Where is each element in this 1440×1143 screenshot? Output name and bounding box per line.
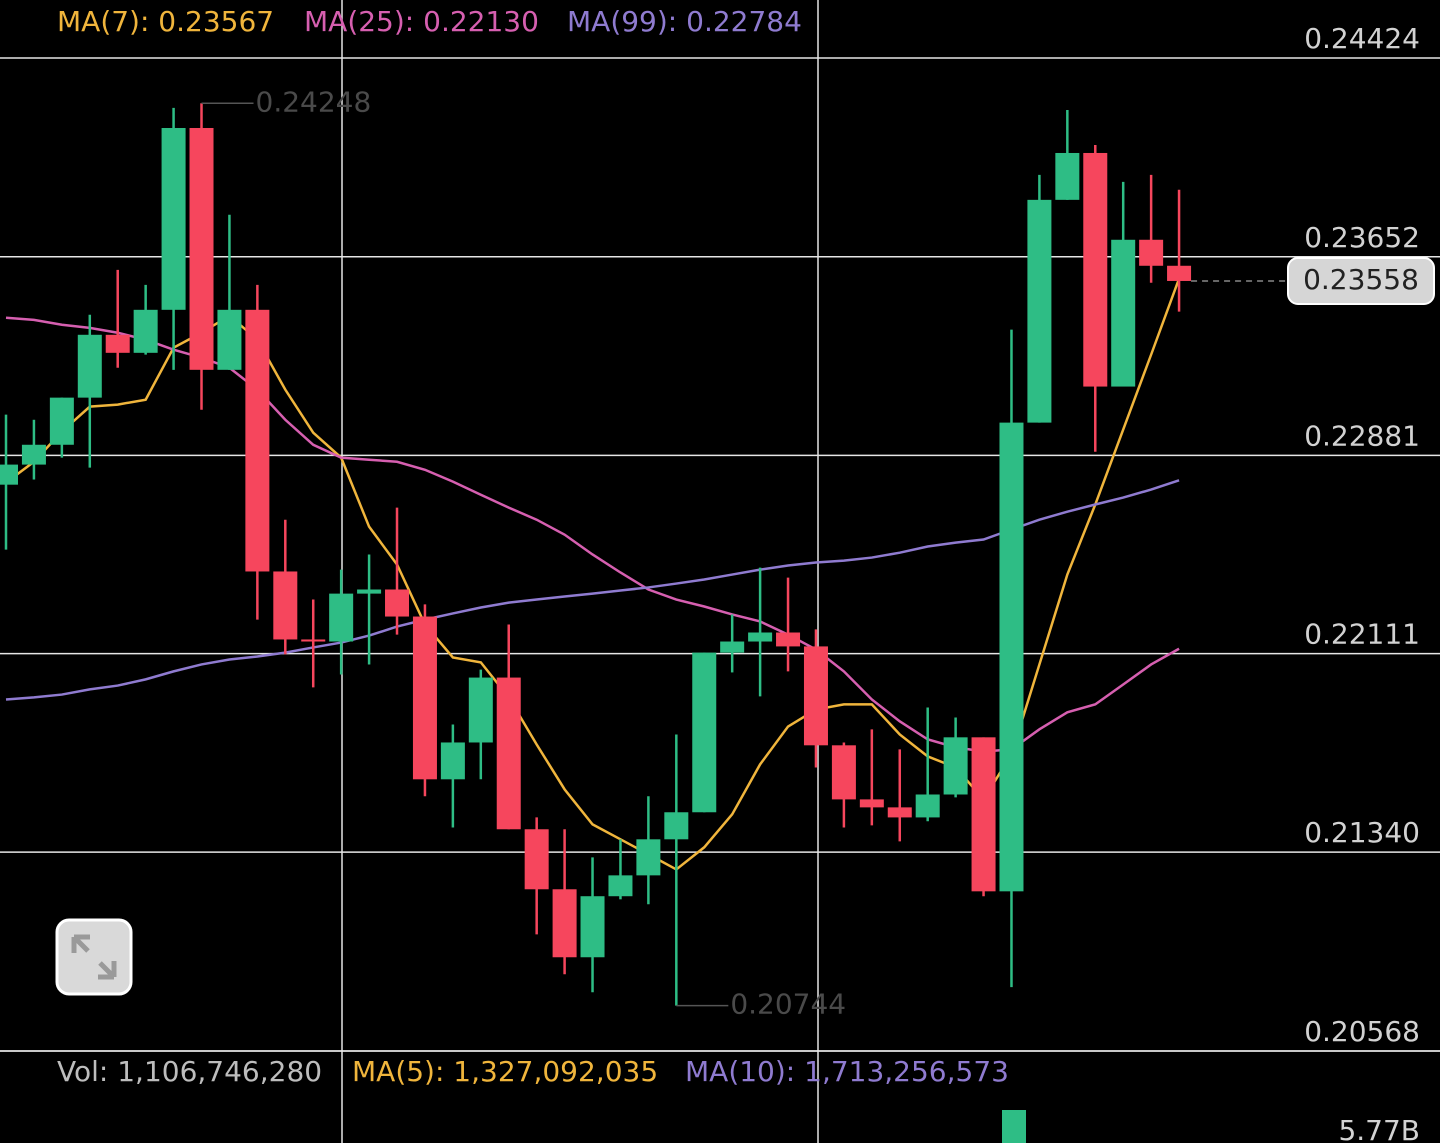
candle-body — [1055, 152, 1080, 200]
candle-body — [776, 632, 801, 647]
candle-body — [217, 309, 242, 370]
candle-body — [999, 422, 1024, 892]
overlay: 0.24248 0.20744 0.23558 — [201, 85, 1435, 1021]
candle-body — [412, 616, 437, 780]
candle-body — [1027, 199, 1052, 423]
y-tick-label: 0.22111 — [1304, 618, 1420, 651]
candle-body — [1167, 265, 1192, 281]
volume-bar — [1002, 1110, 1026, 1143]
candle-body — [440, 742, 465, 780]
candle-body — [831, 745, 856, 800]
last-price-label: 0.23558 — [1303, 263, 1419, 296]
candle-body — [385, 589, 410, 617]
volume-axis-label: 5.77B — [1338, 1114, 1420, 1143]
y-tick-label: 0.22881 — [1304, 419, 1420, 452]
candle-body — [720, 641, 745, 653]
legend-ma7: MA(7): 0.23567 — [57, 5, 274, 38]
candle-body — [608, 875, 633, 897]
candle-body — [887, 807, 912, 818]
expand-icon — [71, 934, 117, 980]
expand-button[interactable] — [55, 918, 133, 996]
legend-ma25: MA(25): 0.22130 — [304, 5, 539, 38]
candle-body — [105, 334, 130, 353]
legend-ma99: MA(99): 0.22784 — [567, 5, 802, 38]
last-price-tag — [1287, 256, 1435, 305]
candle-body — [524, 829, 549, 890]
candle-body — [943, 737, 968, 795]
y-tick-label: 0.21340 — [1304, 816, 1420, 849]
candle-body — [301, 639, 326, 642]
candle-body — [803, 646, 828, 746]
candle-body — [77, 334, 102, 398]
candle-body — [692, 652, 717, 813]
candle-body — [859, 799, 884, 808]
candle-body — [1111, 239, 1136, 387]
candle-body — [580, 896, 605, 958]
candle-body — [329, 593, 354, 642]
candle-body — [133, 309, 158, 353]
candle-body — [357, 589, 382, 594]
volume-label: Vol: 1,106,746,280 — [57, 1055, 322, 1088]
candle-body — [1083, 152, 1108, 387]
grid: 0.24424 0.23652 0.22881 0.22111 0.21340 0.205… — [0, 22, 1440, 1052]
y-tick-label: 0.23652 — [1304, 221, 1420, 254]
candle-body — [245, 309, 270, 572]
candle-body — [496, 677, 521, 830]
candle-body — [915, 794, 940, 818]
candle-body — [468, 677, 493, 743]
candle-body — [189, 127, 214, 370]
candle-body — [636, 839, 661, 876]
volume-ma5: MA(5): 1,327,092,035 — [352, 1055, 658, 1088]
candle-body — [49, 397, 74, 445]
candle-body — [664, 812, 689, 840]
candle-body — [161, 127, 186, 310]
candle-body — [748, 632, 773, 642]
volume-ma10: MA(10): 1,713,256,573 — [685, 1055, 1009, 1088]
low-marker-label: 0.20744 — [730, 988, 846, 1021]
y-tick-label: 0.20568 — [1304, 1015, 1420, 1048]
candle-body — [1139, 239, 1164, 266]
y-tick-label: 0.24424 — [1304, 22, 1420, 55]
ma-line — [5, 479, 1180, 701]
candle-body — [21, 444, 46, 465]
high-marker-label: 0.24248 — [256, 85, 372, 118]
candles — [0, 103, 1192, 1006]
candle-body — [971, 737, 996, 892]
candle-body — [273, 571, 298, 640]
expand-button-bg[interactable] — [55, 918, 133, 996]
candle-body — [0, 464, 18, 485]
candle-body — [552, 889, 577, 958]
